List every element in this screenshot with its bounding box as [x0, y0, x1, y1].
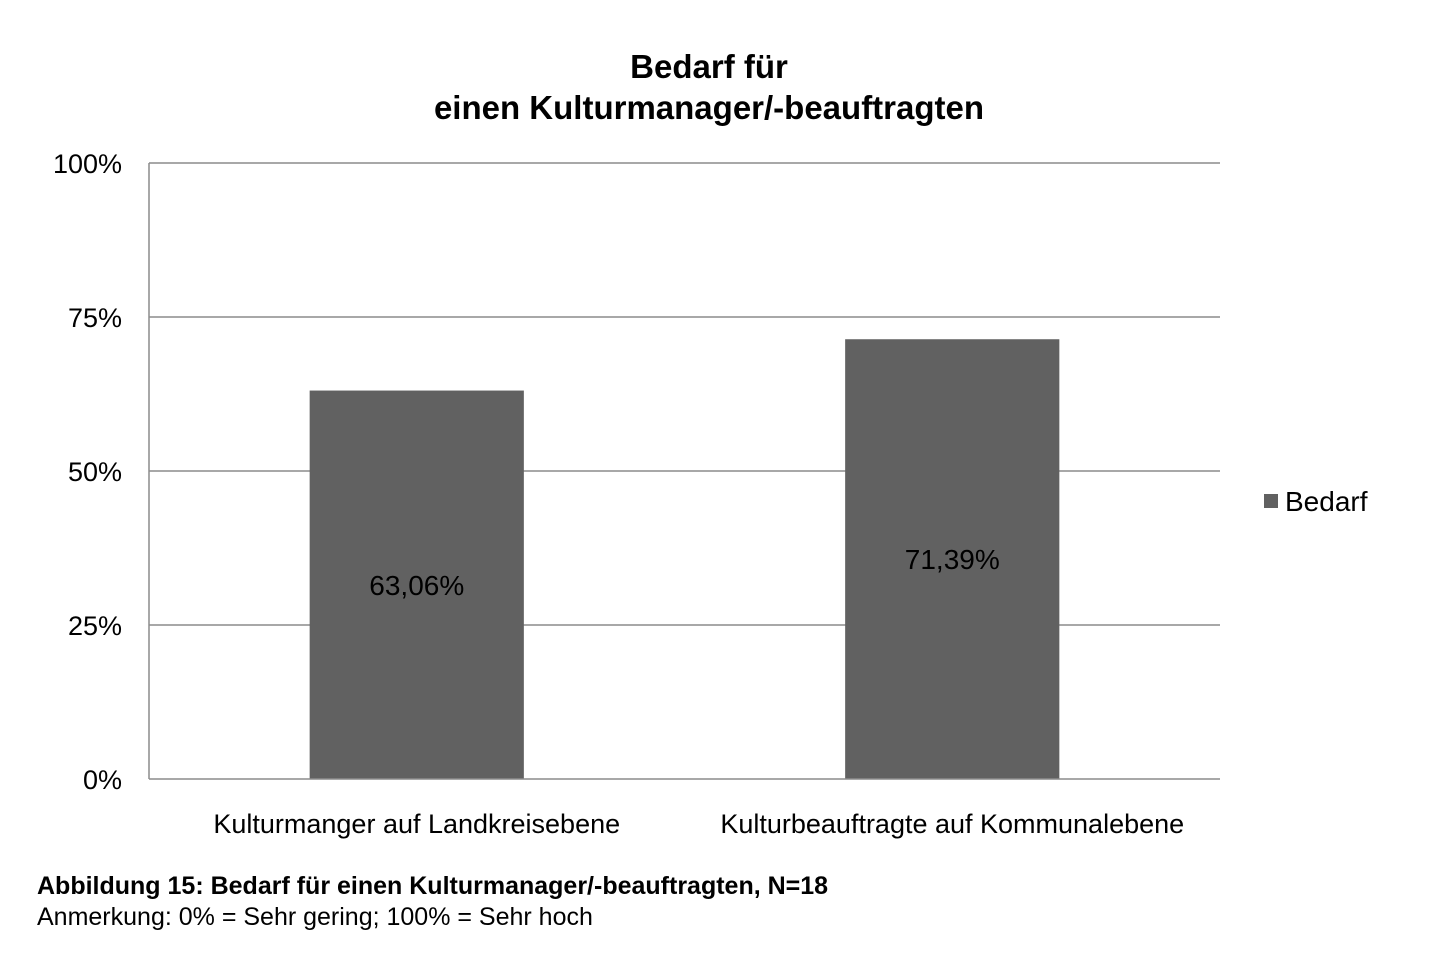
y-tick-label-100: 100% — [53, 149, 122, 179]
legend: Bedarf — [1264, 486, 1368, 517]
data-label-1: 63,06% — [369, 570, 464, 601]
bar-chart: Bedarf für einen Kulturmanager/-beauftra… — [53, 48, 1368, 839]
caption-note: Anmerkung: 0% = Sehr gering; 100% = Sehr… — [37, 903, 593, 931]
y-tick-label-50: 50% — [68, 457, 122, 487]
x-category-label-1: Kulturmanger auf Landkreisebene — [213, 809, 620, 839]
bar-1 — [309, 390, 524, 779]
data-label-2: 71,39% — [905, 544, 1000, 575]
legend-label-bedarf: Bedarf — [1285, 486, 1368, 517]
chart-title-line-2: einen Kulturmanager/-beauftragten — [434, 89, 984, 126]
y-tick-label-75: 75% — [68, 303, 122, 333]
y-tick-label-0: 0% — [83, 765, 122, 795]
bars: 63,06% 71,39% — [309, 339, 1060, 779]
bar-2 — [845, 339, 1060, 779]
chart-title-line-1: Bedarf für — [630, 48, 788, 85]
y-axis: 0% 25% 50% 75% 100% — [53, 149, 150, 795]
x-axis: Kulturmanger auf Landkreisebene Kulturbea… — [149, 778, 1220, 839]
y-tick-label-25: 25% — [68, 611, 122, 641]
x-category-label-2: Kulturbeauftragte auf Kommunalebene — [720, 809, 1184, 839]
chart-title: Bedarf für einen Kulturmanager/-beauftra… — [434, 48, 984, 126]
legend-swatch-bedarf — [1264, 494, 1278, 508]
caption-title: Abbildung 15: Bedarf für einen Kulturman… — [37, 872, 829, 900]
figure-caption: Abbildung 15: Bedarf für einen Kulturman… — [37, 871, 1417, 933]
